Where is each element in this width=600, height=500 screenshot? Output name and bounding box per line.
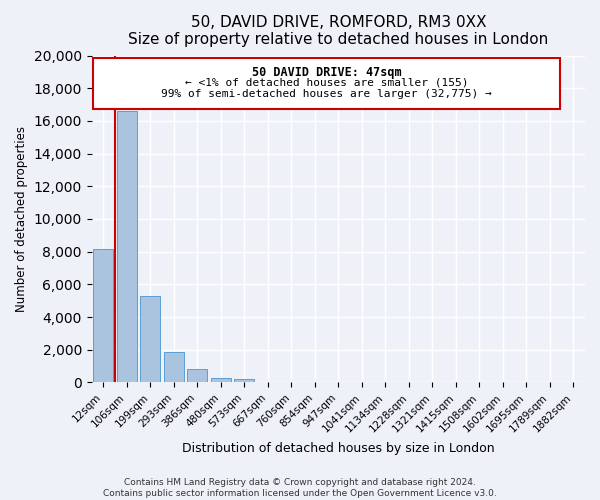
Text: 99% of semi-detached houses are larger (32,775) →: 99% of semi-detached houses are larger (… xyxy=(161,89,492,99)
Title: 50, DAVID DRIVE, ROMFORD, RM3 0XX
Size of property relative to detached houses i: 50, DAVID DRIVE, ROMFORD, RM3 0XX Size o… xyxy=(128,15,548,48)
Bar xyxy=(140,296,160,382)
Bar xyxy=(93,58,560,110)
Bar xyxy=(117,111,137,382)
Bar xyxy=(235,379,254,382)
X-axis label: Distribution of detached houses by size in London: Distribution of detached houses by size … xyxy=(182,442,494,455)
Text: 50 DAVID DRIVE: 47sqm: 50 DAVID DRIVE: 47sqm xyxy=(252,66,401,79)
Bar xyxy=(187,370,208,382)
Text: ← <1% of detached houses are smaller (155): ← <1% of detached houses are smaller (15… xyxy=(185,78,469,88)
Bar xyxy=(94,249,113,382)
Bar xyxy=(211,378,231,382)
Y-axis label: Number of detached properties: Number of detached properties xyxy=(15,126,28,312)
Text: Contains HM Land Registry data © Crown copyright and database right 2024.
Contai: Contains HM Land Registry data © Crown c… xyxy=(103,478,497,498)
Bar xyxy=(164,352,184,382)
